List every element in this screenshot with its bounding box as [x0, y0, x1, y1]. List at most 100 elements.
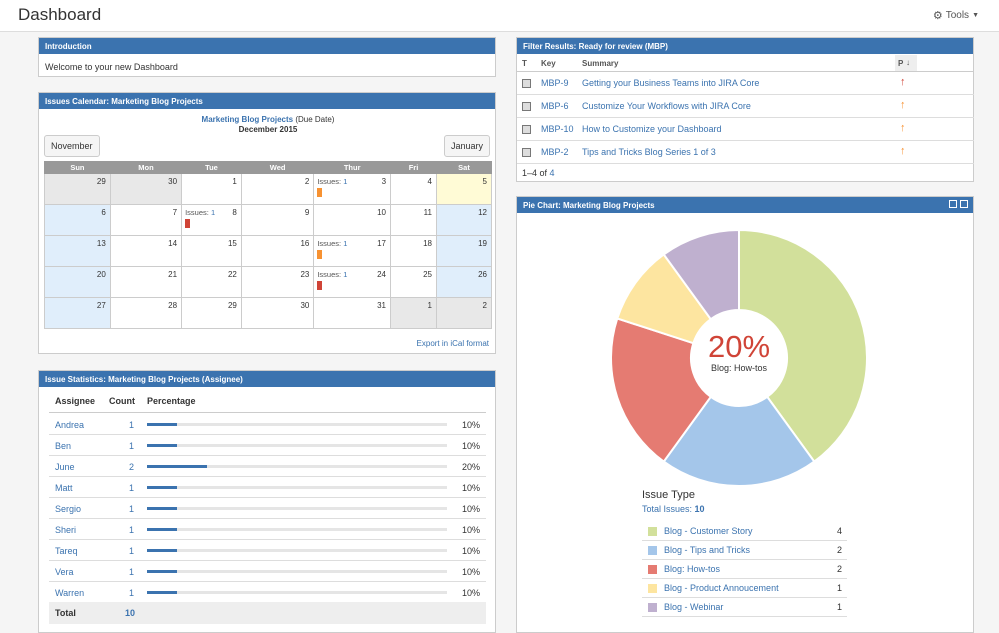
- assignee-link[interactable]: Tareq: [55, 546, 78, 556]
- calendar-day: 10: [314, 205, 391, 236]
- count-link[interactable]: 1: [129, 483, 134, 493]
- calendar-day: 26: [436, 267, 491, 298]
- assignee-link[interactable]: Vera: [55, 567, 74, 577]
- issue-type-icon: [522, 79, 531, 88]
- percentage-bar: [147, 507, 447, 510]
- stats-title: Issue Statistics: Marketing Blog Project…: [39, 371, 495, 387]
- summary-col-header[interactable]: Summary: [582, 59, 618, 68]
- assignee-link[interactable]: June: [55, 462, 75, 472]
- type-col-header: T: [522, 59, 527, 68]
- issue-key-link[interactable]: MBP-10: [541, 124, 574, 134]
- legend-row: Blog - Product Annoucement 1: [642, 579, 847, 598]
- day-header: Tue: [182, 162, 242, 174]
- count-link[interactable]: 1: [129, 504, 134, 514]
- calendar-month: December 2015: [39, 125, 497, 134]
- calendar-day: Issues: 1 3: [314, 174, 391, 205]
- issue-key-link[interactable]: MBP-9: [541, 78, 569, 88]
- stats-gadget: Issue Statistics: Marketing Blog Project…: [38, 370, 496, 633]
- legend-label-link[interactable]: Blog - Webinar: [664, 602, 723, 612]
- assignee-link[interactable]: Andrea: [55, 420, 84, 430]
- issue-count-link[interactable]: 1: [343, 270, 347, 279]
- filter-row: MBP-6 Customize Your Workflows with JIRA …: [517, 95, 974, 118]
- priority-col-header[interactable]: P ↓: [895, 55, 917, 71]
- minimize-icon[interactable]: [949, 200, 957, 208]
- intro-title: Introduction: [39, 38, 495, 54]
- count-link[interactable]: 1: [129, 588, 134, 598]
- next-month-button[interactable]: January: [444, 135, 490, 157]
- filter-title: Filter Results: Ready for review (MBP): [517, 38, 973, 54]
- intro-text: Welcome to your new Dashboard: [45, 62, 178, 72]
- calendar-project-link[interactable]: Marketing Blog Projects: [202, 115, 294, 124]
- key-col-header[interactable]: Key: [541, 59, 556, 68]
- page-title: Dashboard: [18, 5, 101, 25]
- legend-label-link[interactable]: Blog - Customer Story: [664, 526, 753, 536]
- total-count-link[interactable]: 10: [125, 608, 135, 618]
- count-link[interactable]: 1: [129, 546, 134, 556]
- tools-menu[interactable]: ⚙ Tools ▼: [933, 9, 979, 22]
- filter-row: MBP-2 Tips and Tricks Blog Series 1 of 3 ↑: [517, 141, 974, 164]
- assignee-link[interactable]: Sheri: [55, 525, 76, 535]
- assignee-link[interactable]: Matt: [55, 483, 73, 493]
- issue-count-link[interactable]: 1: [343, 177, 347, 186]
- issue-marker[interactable]: [317, 188, 322, 197]
- legend-label-link[interactable]: Blog - Product Annoucement: [664, 583, 779, 593]
- percentage-value: 10%: [462, 567, 480, 577]
- issue-count-link[interactable]: 1: [211, 208, 215, 217]
- percentage-value: 10%: [462, 588, 480, 598]
- issue-key-link[interactable]: MBP-2: [541, 147, 569, 157]
- percentage-bar-fill: [147, 507, 177, 510]
- stats-row: Andrea 1 10%: [49, 414, 486, 435]
- calendar-day: 29: [45, 174, 111, 205]
- legend-count: 4: [837, 526, 842, 536]
- filter-gadget: Filter Results: Ready for review (MBP) T…: [516, 37, 974, 182]
- menu-icon[interactable]: [960, 200, 968, 208]
- pager-text: 1–4 of: [522, 168, 547, 178]
- export-ical-link[interactable]: Export in iCal format: [417, 339, 489, 348]
- percentage-bar-fill: [147, 549, 177, 552]
- count-link[interactable]: 1: [129, 420, 134, 430]
- issue-summary-link[interactable]: How to Customize your Dashboard: [582, 124, 722, 134]
- legend-label-link[interactable]: Blog - Tips and Tricks: [664, 545, 750, 555]
- tools-label: Tools: [946, 10, 969, 21]
- issue-key-link[interactable]: MBP-6: [541, 101, 569, 111]
- percentage-value: 10%: [462, 546, 480, 556]
- calendar-day-today: 5: [436, 174, 491, 205]
- percentage-bar: [147, 486, 447, 489]
- issue-summary-link[interactable]: Tips and Tricks Blog Series 1 of 3: [582, 147, 716, 157]
- issue-type-icon: [522, 125, 531, 134]
- count-link[interactable]: 2: [129, 462, 134, 472]
- issue-marker[interactable]: [317, 250, 322, 259]
- issue-type-icon: [522, 148, 531, 157]
- issue-marker[interactable]: [185, 219, 190, 228]
- calendar-day: 25: [391, 267, 437, 298]
- assignee-link[interactable]: Warren: [55, 588, 84, 598]
- percentage-bar-fill: [147, 423, 177, 426]
- calendar-day: 22: [182, 267, 242, 298]
- issue-summary-link[interactable]: Customize Your Workflows with JIRA Core: [582, 101, 751, 111]
- count-link[interactable]: 1: [129, 441, 134, 451]
- calendar-day: 20: [45, 267, 111, 298]
- sort-arrow-icon: ↓: [906, 58, 910, 67]
- issue-marker[interactable]: [317, 281, 322, 290]
- count-link[interactable]: 1: [129, 525, 134, 535]
- intro-gadget: Introduction Welcome to your new Dashboa…: [38, 37, 496, 77]
- prev-month-button[interactable]: November: [44, 135, 100, 157]
- legend-count: 2: [837, 564, 842, 574]
- stats-row: June 2 20%: [49, 456, 486, 477]
- pager-total-link[interactable]: 4: [550, 168, 555, 178]
- issue-summary-link[interactable]: Getting your Business Teams into JIRA Co…: [582, 78, 759, 88]
- issue-count-link[interactable]: 1: [343, 239, 347, 248]
- legend-label-link[interactable]: Blog: How-tos: [664, 564, 720, 574]
- percentage-bar: [147, 570, 447, 573]
- percentage-bar-fill: [147, 591, 177, 594]
- legend-row: Blog - Tips and Tricks 2: [642, 541, 847, 560]
- percentage-header: Percentage: [147, 396, 196, 406]
- percentage-bar: [147, 423, 447, 426]
- calendar-day: 31: [314, 298, 391, 329]
- assignee-link[interactable]: Sergio: [55, 504, 81, 514]
- count-link[interactable]: 1: [129, 567, 134, 577]
- calendar-day: 11: [391, 205, 437, 236]
- assignee-link[interactable]: Ben: [55, 441, 71, 451]
- percentage-bar: [147, 591, 447, 594]
- calendar-day: 12: [436, 205, 491, 236]
